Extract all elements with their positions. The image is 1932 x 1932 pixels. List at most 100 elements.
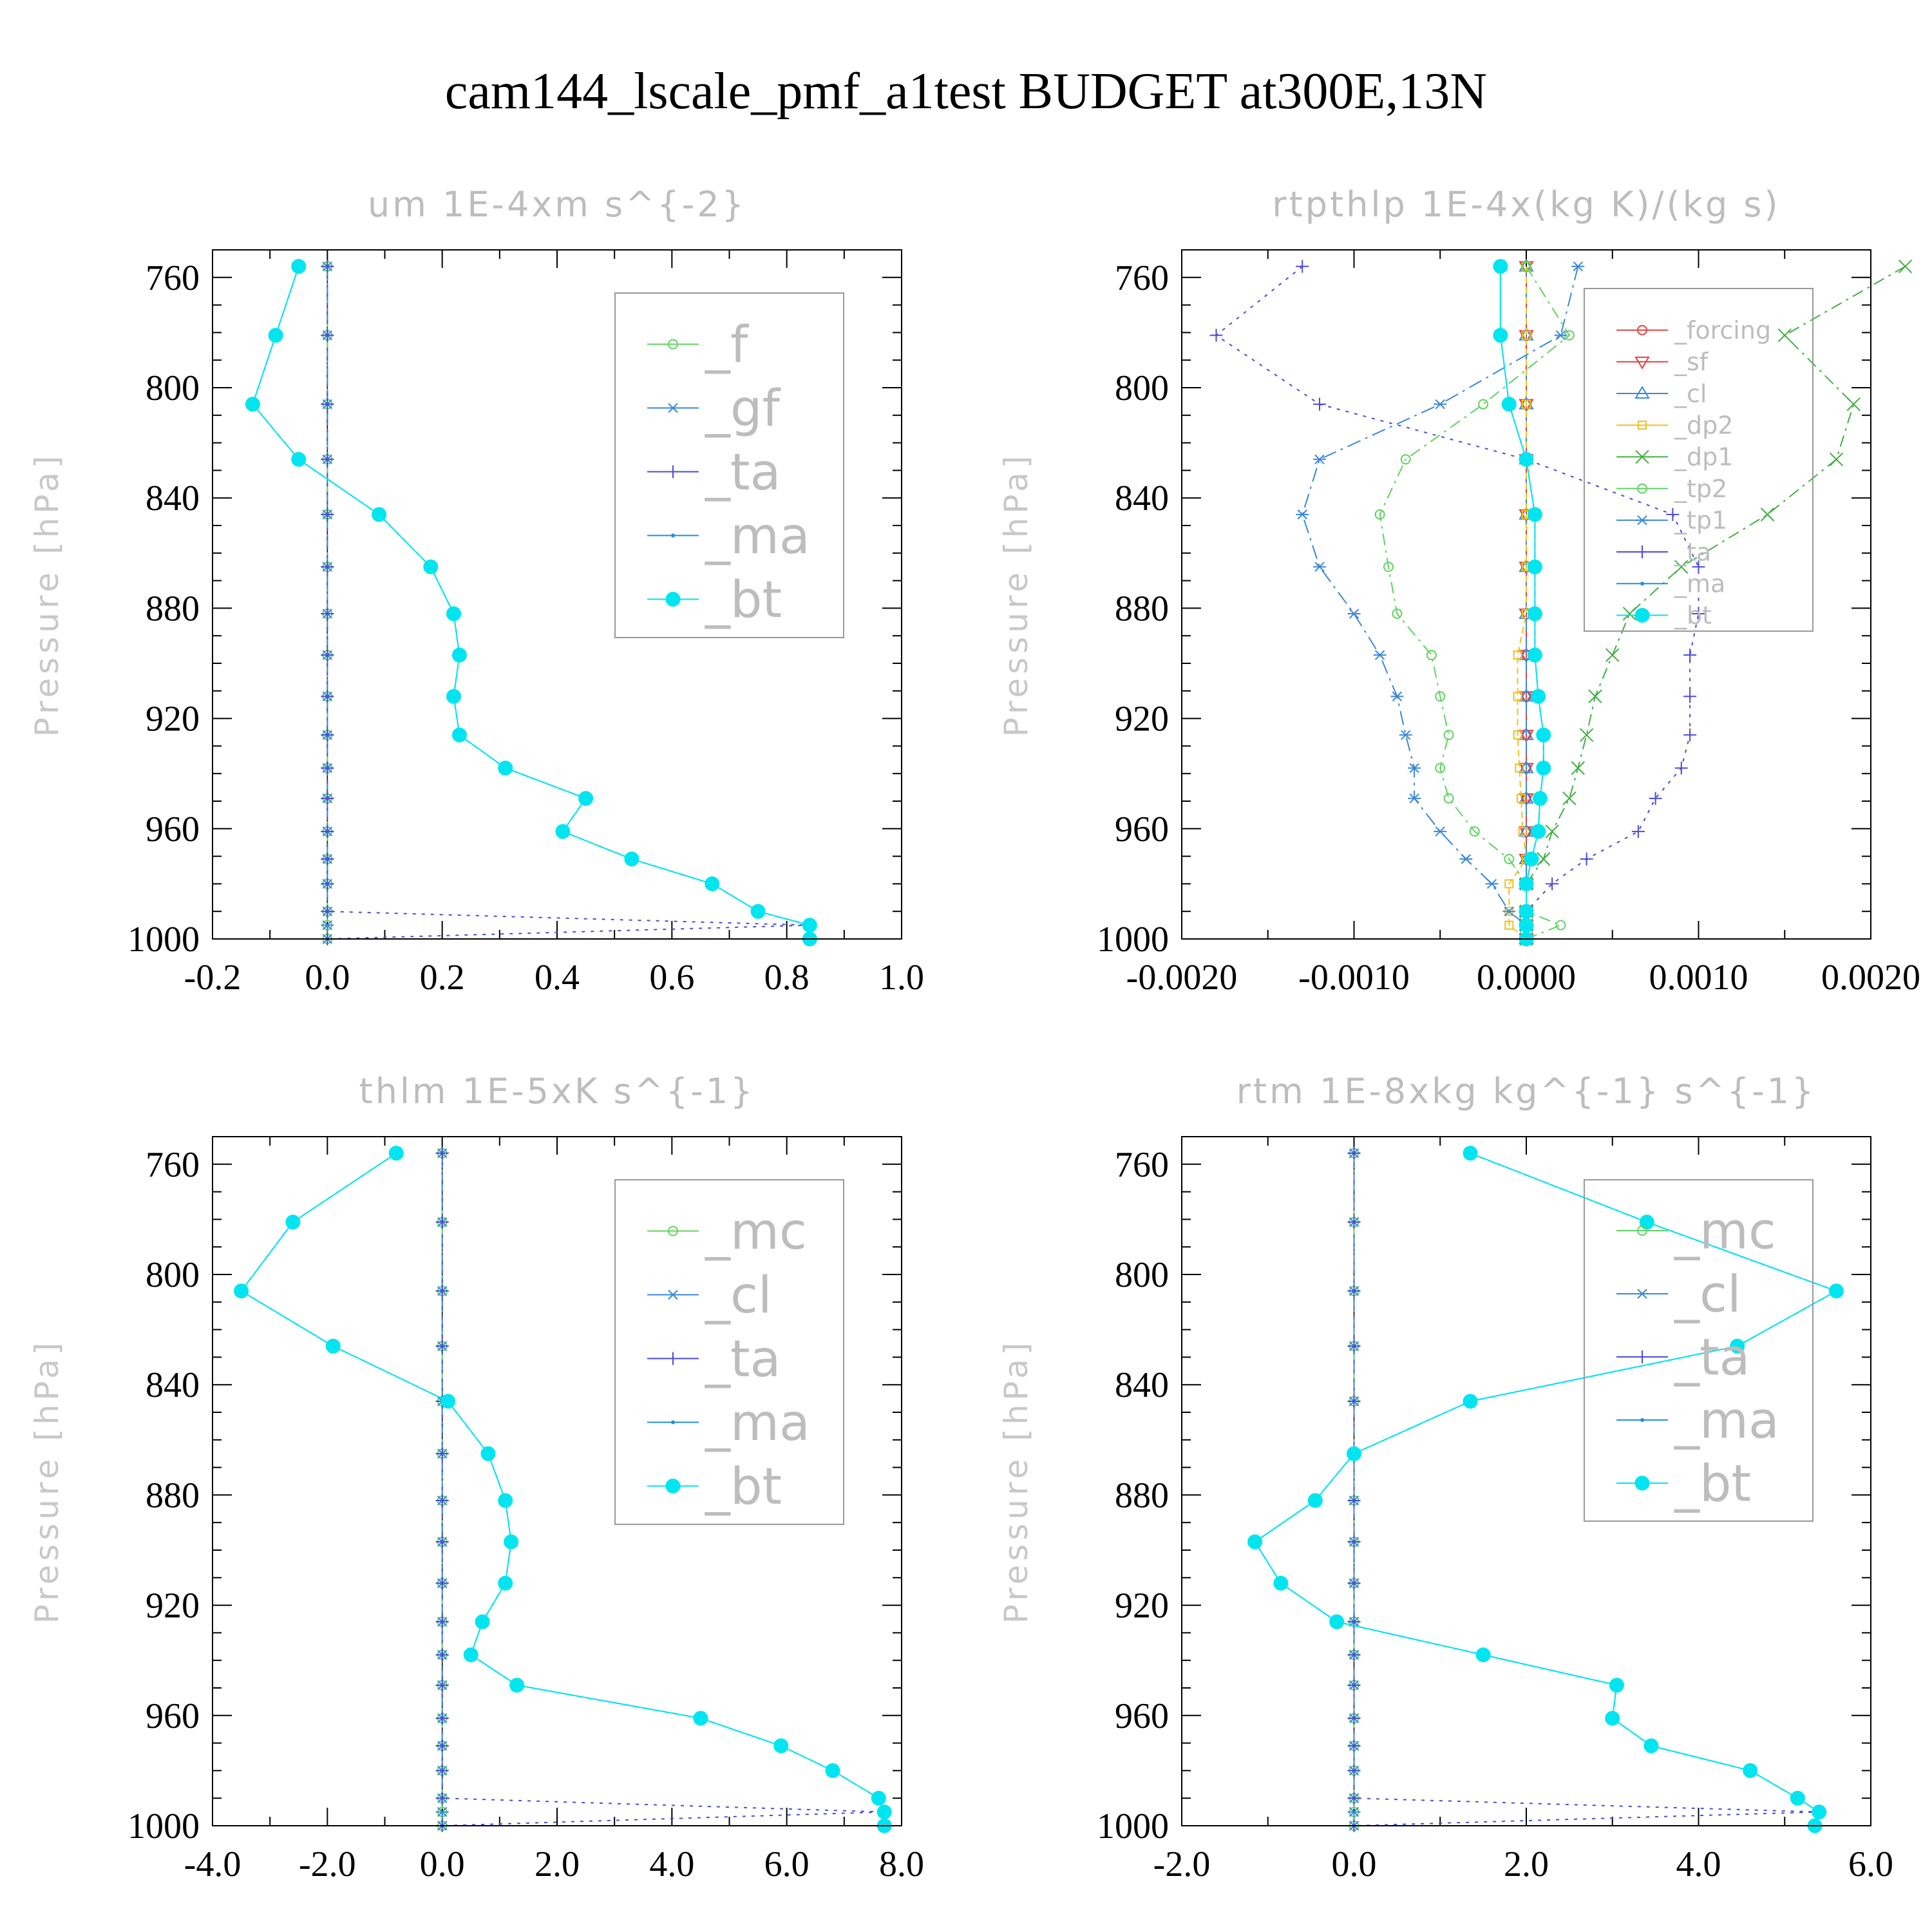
x-tick-label: 6.0 — [1848, 1844, 1893, 1884]
data-point — [1537, 852, 1551, 866]
data-point — [321, 649, 334, 662]
data-point — [1347, 1340, 1361, 1353]
series-line — [1508, 266, 1528, 940]
data-point — [321, 560, 334, 574]
legend: _forcing _sf _cl _dp2 _dp1 _tp2 _tp1 _ta _ma _bt — [1584, 288, 1814, 632]
data-point — [1605, 648, 1620, 662]
series-bt — [1493, 259, 1551, 947]
panel-1: um 1E-4xm s^{-2} Pressure [hPa] 760 800 840 8… — [28, 184, 924, 998]
data-point — [435, 1340, 449, 1353]
legend-marker — [1638, 421, 1647, 430]
data-point — [435, 1806, 449, 1817]
data-point — [1898, 259, 1913, 274]
data-point — [1347, 1394, 1361, 1408]
data-point — [498, 1493, 513, 1508]
plot-frame — [1181, 249, 1871, 940]
data-point — [1347, 1493, 1361, 1507]
data-point — [321, 690, 334, 703]
data-point — [1531, 824, 1546, 839]
legend-label: _forcing — [1674, 316, 1771, 345]
data-point — [1513, 730, 1522, 740]
data-point — [1347, 1792, 1361, 1805]
y-axis-label: Pressure [hPa] — [998, 452, 1035, 737]
data-point — [1519, 688, 1534, 702]
y-tick-label: 760 — [146, 1145, 200, 1185]
legend-label: _ta — [1674, 538, 1711, 566]
data-point — [321, 905, 334, 918]
data-point — [1812, 1804, 1827, 1820]
legend-label: _tp1 — [1674, 506, 1727, 535]
data-point — [1347, 1678, 1361, 1692]
data-point — [435, 1535, 449, 1549]
legend-marker — [668, 339, 678, 350]
y-tick-label: 1000 — [128, 1806, 200, 1846]
data-point — [1513, 692, 1522, 701]
data-point — [291, 451, 307, 467]
data-point — [1649, 791, 1662, 805]
data-point — [1571, 261, 1585, 272]
data-point — [1521, 261, 1531, 272]
data-point — [1475, 1647, 1491, 1663]
legend-label: _bt — [1674, 1455, 1751, 1513]
legend-marker — [1634, 1475, 1650, 1491]
x-tick-label: 4.0 — [649, 1844, 694, 1884]
data-point — [1347, 1284, 1361, 1298]
data-point — [321, 761, 334, 775]
panel-4: rtm 1E-8xkg kg^{-1} s^{-1} Pressure [hPa]… — [998, 1071, 1893, 1884]
legend-label: _bt — [705, 1458, 782, 1516]
data-point — [1374, 509, 1385, 520]
data-point — [1313, 397, 1326, 411]
data-point — [451, 647, 467, 663]
y-tick-label: 880 — [1115, 589, 1169, 629]
data-point — [1519, 904, 1534, 919]
y-axis-label: Pressure [hPa] — [28, 1339, 66, 1624]
data-point — [1400, 454, 1411, 465]
legend-label: _mc — [1674, 1202, 1776, 1260]
data-point — [1519, 727, 1534, 741]
data-point — [435, 1215, 449, 1229]
data-point — [435, 1577, 449, 1590]
data-point — [1519, 918, 1534, 933]
y-tick-label: 800 — [1115, 368, 1169, 408]
x-tick-label: -2.0 — [299, 1844, 356, 1884]
x-tick-label: -0.2 — [184, 958, 242, 998]
data-point — [693, 1710, 708, 1726]
legend-label: _bt — [1674, 601, 1712, 630]
data-point — [1692, 560, 1705, 574]
legend-label: _cl — [1674, 379, 1707, 408]
data-point — [1562, 791, 1577, 806]
x-tick-label: -0.0010 — [1298, 958, 1410, 998]
data-point — [498, 761, 513, 776]
data-point — [1435, 762, 1446, 773]
legend-marker — [667, 1289, 679, 1300]
legend: _mc_cl_ta_ma_bt — [614, 1179, 844, 1525]
data-point — [285, 1215, 301, 1230]
data-point — [435, 1284, 449, 1298]
data-point — [1390, 691, 1404, 702]
x-tick-label: -2.0 — [1153, 1844, 1211, 1884]
data-point — [1307, 1493, 1323, 1508]
data-point — [1631, 825, 1645, 838]
legend-label: _cl — [1674, 1265, 1741, 1323]
data-point — [245, 397, 260, 412]
data-point — [1546, 877, 1559, 891]
data-point — [1846, 397, 1861, 412]
legend-label: _gf — [705, 380, 781, 438]
legend-marker — [1637, 325, 1647, 336]
data-point — [773, 1738, 789, 1754]
data-point — [451, 727, 467, 743]
legend-marker — [665, 592, 681, 607]
data-point — [1347, 1535, 1361, 1549]
data-point — [1790, 1790, 1805, 1806]
legend-label: _cl — [705, 1267, 772, 1325]
y-tick-label: 920 — [1115, 1586, 1169, 1626]
legend: _mc_cl_ta_ma_bt — [1584, 1179, 1814, 1522]
legend-label: _mc — [705, 1203, 807, 1261]
y-tick-label: 960 — [1115, 1696, 1169, 1736]
data-point — [1504, 920, 1514, 930]
x-tick-label: 6.0 — [764, 1844, 810, 1884]
panel-2: rtpthlp 1E-4x(kg K)/(kg s) Pressure [hPa]… — [998, 184, 1920, 998]
series-bt — [245, 259, 817, 947]
x-tick-label: 1.0 — [879, 958, 924, 998]
data-point — [480, 1446, 496, 1461]
